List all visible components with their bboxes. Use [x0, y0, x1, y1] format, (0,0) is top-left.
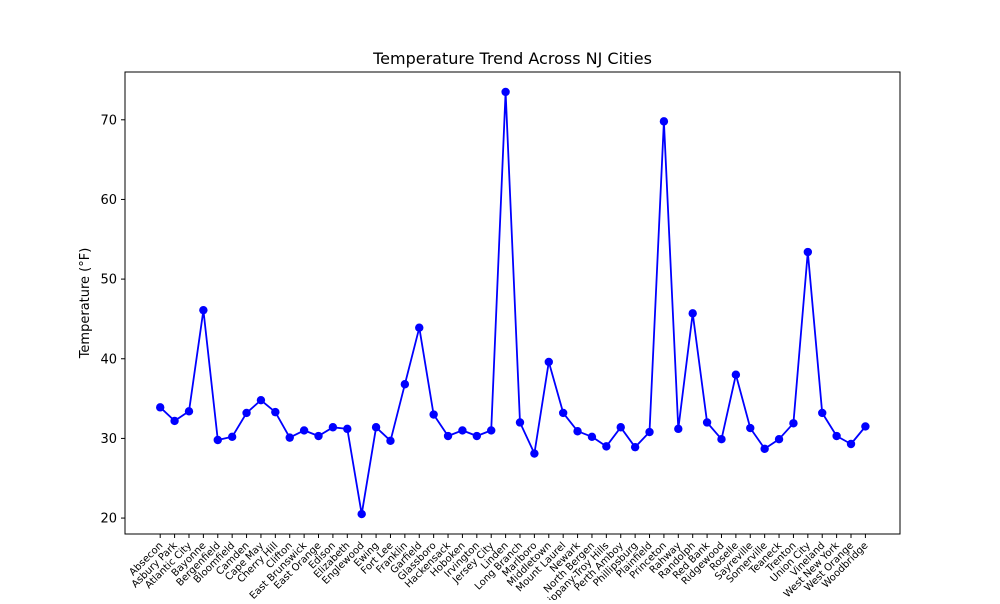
data-point — [458, 426, 467, 435]
data-point — [443, 431, 453, 441]
data-point — [242, 408, 251, 418]
data-point — [630, 442, 640, 452]
data-point — [818, 408, 827, 418]
data-point — [501, 87, 510, 97]
data-point — [429, 410, 438, 419]
data-point — [357, 509, 366, 519]
series-layer — [156, 87, 870, 519]
data-point — [170, 416, 179, 426]
data-point — [674, 424, 683, 434]
data-point — [573, 427, 582, 436]
data-point — [645, 427, 654, 437]
data-point — [587, 432, 597, 442]
data-point — [184, 407, 194, 416]
data-point — [371, 423, 381, 432]
y-tick-label: 30 — [100, 432, 117, 447]
y-tick-label: 50 — [100, 273, 117, 288]
data-point — [602, 442, 611, 451]
data-point — [472, 431, 482, 441]
data-point — [213, 435, 222, 445]
data-point — [717, 435, 726, 444]
y-tick-label: 70 — [100, 113, 117, 128]
plot-frame — [124, 71, 901, 535]
data-point — [530, 449, 539, 458]
y-tick-label: 60 — [100, 193, 117, 208]
data-point — [314, 431, 323, 441]
data-point — [760, 444, 769, 453]
data-point — [832, 431, 841, 441]
data-point — [515, 418, 525, 427]
data-point — [789, 419, 798, 428]
data-point — [846, 439, 856, 449]
data-point — [558, 408, 568, 418]
data-point — [271, 407, 280, 417]
data-point — [688, 309, 697, 318]
data-point — [861, 422, 870, 431]
data-point — [659, 117, 669, 126]
data-point — [803, 247, 813, 257]
data-point — [774, 435, 784, 444]
data-point — [299, 426, 309, 435]
series-line — [159, 91, 867, 515]
data-point — [386, 436, 395, 446]
data-point — [702, 418, 712, 427]
data-point — [487, 426, 496, 435]
y-axis-label: Temperature (°F) — [78, 248, 93, 360]
data-point — [616, 423, 625, 432]
data-point — [227, 432, 237, 442]
y-tick-label: 20 — [100, 512, 117, 527]
data-point — [343, 424, 352, 434]
data-point — [328, 423, 338, 432]
data-point — [199, 305, 208, 315]
y-tick-label: 40 — [100, 352, 117, 367]
data-point — [156, 403, 165, 412]
data-point — [544, 357, 553, 367]
chart-title: Temperature Trend Across NJ Cities — [372, 49, 652, 68]
data-point — [285, 433, 294, 442]
data-point — [256, 395, 266, 405]
data-point — [746, 423, 755, 433]
data-point — [415, 323, 424, 332]
data-point — [731, 370, 741, 379]
data-point — [400, 380, 410, 389]
